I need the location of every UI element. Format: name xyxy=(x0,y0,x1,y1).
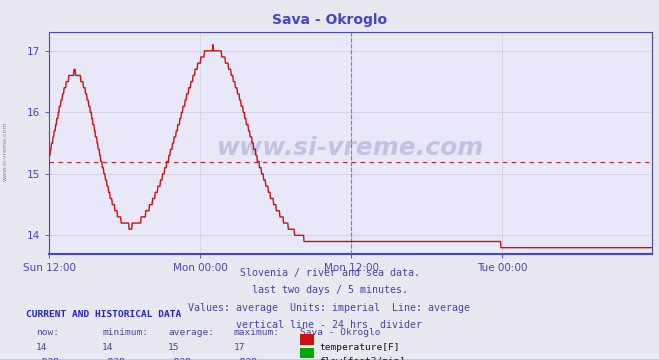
Text: now:: now: xyxy=(36,328,59,337)
Text: Sava - Okroglo: Sava - Okroglo xyxy=(272,13,387,27)
Text: last two days / 5 minutes.: last two days / 5 minutes. xyxy=(252,285,407,296)
Text: Sava - Okroglo: Sava - Okroglo xyxy=(300,328,380,337)
Text: Values: average  Units: imperial  Line: average: Values: average Units: imperial Line: av… xyxy=(188,303,471,313)
Text: -nan: -nan xyxy=(234,356,257,360)
Text: minimum:: minimum: xyxy=(102,328,148,337)
Text: CURRENT AND HISTORICAL DATA: CURRENT AND HISTORICAL DATA xyxy=(26,310,182,319)
Text: average:: average: xyxy=(168,328,214,337)
Text: vertical line - 24 hrs  divider: vertical line - 24 hrs divider xyxy=(237,320,422,330)
Text: www.si-vreme.com: www.si-vreme.com xyxy=(217,135,484,159)
Text: www.si-vreme.com: www.si-vreme.com xyxy=(3,121,8,181)
Text: temperature[F]: temperature[F] xyxy=(320,343,400,352)
Text: 14: 14 xyxy=(36,343,47,352)
Text: 17: 17 xyxy=(234,343,245,352)
Text: -nan: -nan xyxy=(168,356,191,360)
Text: 14: 14 xyxy=(102,343,113,352)
Text: 15: 15 xyxy=(168,343,179,352)
Text: Slovenia / river and sea data.: Slovenia / river and sea data. xyxy=(239,268,420,278)
Text: -nan: -nan xyxy=(102,356,125,360)
Text: maximum:: maximum: xyxy=(234,328,280,337)
Text: -nan: -nan xyxy=(36,356,59,360)
Text: flow[foot3/min]: flow[foot3/min] xyxy=(320,356,406,360)
